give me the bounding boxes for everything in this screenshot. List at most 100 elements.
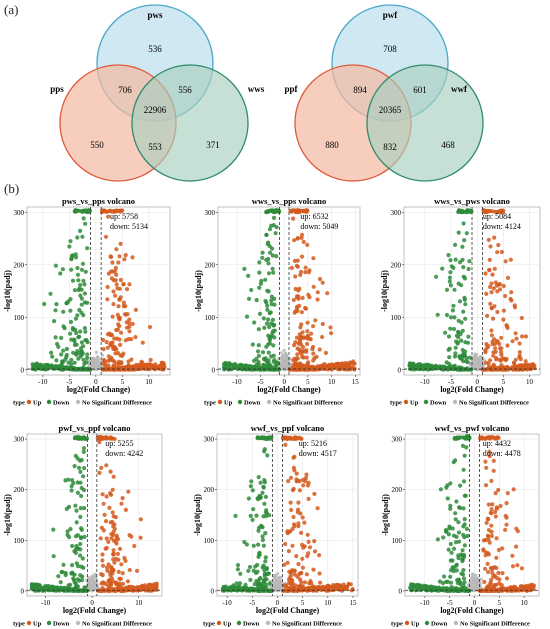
point-down [79,485,84,491]
x-tick-label: -5 [66,378,72,386]
point-down [458,209,462,214]
point-up [143,583,147,588]
point-down [271,343,276,348]
point-up [304,355,309,360]
point-down [273,231,278,236]
venn-count-top-only: 536 [148,44,162,54]
point-down [267,337,272,342]
legend-up-label: Up [33,400,42,407]
point-up [127,567,132,573]
point-up [161,367,166,372]
point-nsd [480,358,484,362]
x-axis-label: log2(Fold Change) [440,385,504,394]
point-up [118,209,123,214]
point-up [288,475,294,480]
point-down [264,321,270,326]
point-down [457,354,462,359]
point-down [81,435,86,440]
plot-title: wws_vs_pps volcano [252,196,326,206]
point-up [134,362,139,367]
point-down [59,570,64,575]
point-up [488,580,493,585]
point-up [345,365,350,370]
point-down [49,350,54,355]
point-down [456,578,462,583]
y-tick-label: 100 [205,314,216,322]
point-up [299,310,304,315]
point-up [295,264,300,269]
point-up [117,254,122,259]
legend-nsd-swatch [452,399,458,405]
point-nsd [94,362,98,366]
point-down [256,475,261,480]
y-tick-label: 300 [392,436,403,444]
point-down [441,535,446,540]
point-down [78,228,83,233]
point-down [459,571,464,576]
point-down [70,278,76,283]
point-up [101,528,106,533]
point-down [269,321,274,326]
point-up [484,465,489,470]
point-down [263,298,268,304]
point-up [133,307,138,312]
y-tick-label: 100 [392,537,403,545]
legend-down-label: Down [430,400,447,407]
point-down [71,577,77,583]
point-down [50,354,55,359]
point-down [450,308,455,313]
point-down [434,274,439,279]
point-nsd [284,362,288,366]
y-tick-label: 100 [391,314,402,322]
point-down [77,334,82,339]
point-up [127,324,132,329]
point-up [106,358,111,363]
x-tick-label: 0 [94,378,98,386]
point-nsd [470,584,475,588]
point-down [272,328,277,333]
point-down [79,340,84,345]
point-up [302,580,308,585]
point-up [511,367,516,372]
point-down [74,508,79,513]
point-up [315,290,320,295]
point-down [265,307,270,312]
point-down [454,499,459,504]
point-down [81,446,87,451]
point-up [304,349,309,354]
point-down [59,335,64,340]
y-axis-label: -log10(padj) [3,494,12,536]
point-up [322,362,327,367]
point-up [303,306,308,311]
point-down [425,585,430,589]
point-down [68,308,73,313]
point-up [317,276,323,282]
point-down [460,244,465,249]
point-down [424,364,428,368]
point-down [246,568,251,574]
point-down [254,513,259,518]
point-down [37,585,42,590]
point-down [456,335,461,340]
point-down [74,255,79,260]
point-up [104,463,109,468]
point-down [265,303,270,308]
point-down [70,254,75,259]
point-up [491,316,496,321]
legend-down-swatch [46,620,52,626]
point-down [59,352,64,357]
point-up [301,363,306,368]
point-up [150,587,155,592]
point-down [240,367,245,372]
point-up [489,306,494,311]
point-up [298,349,303,354]
point-up [493,514,498,519]
point-down [409,583,414,587]
point-down [272,296,277,301]
point-down [447,279,452,284]
point-nsd [283,356,287,360]
point-up [100,210,104,214]
point-up [496,588,501,594]
point-up [109,332,114,338]
point-up [123,304,128,309]
